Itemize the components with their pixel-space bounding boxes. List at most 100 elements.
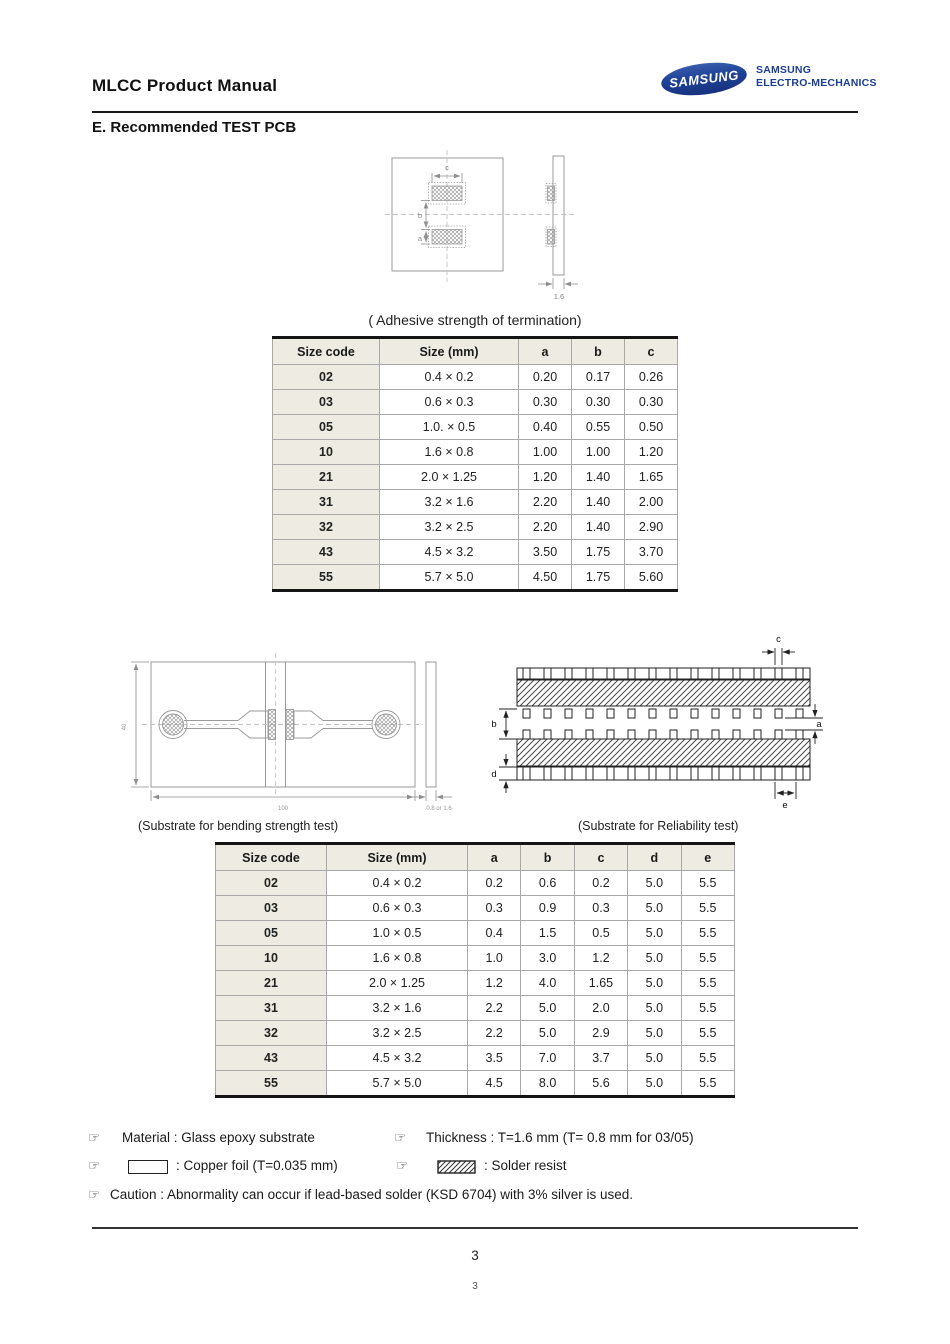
table-row: 21 2.0 × 1.25 1.2 4.0 1.65 5.0 5.5	[215, 970, 736, 996]
adhesion-test-pcb-diagram: c b a 1.6	[385, 150, 578, 301]
value-cell: 5.5	[680, 920, 736, 946]
dimension-lines	[499, 648, 823, 799]
size-code-cell: 10	[215, 945, 327, 971]
value-cell: 1.00	[571, 439, 625, 465]
column-header: d	[627, 843, 682, 871]
value-cell: 0.6 × 0.3	[326, 895, 468, 921]
value-cell: 2.9	[573, 1020, 629, 1046]
page-number: 3	[471, 1248, 479, 1263]
value-cell: 5.5	[680, 895, 736, 921]
table-row: 03 0.6 × 0.3 0.30 0.30 0.30	[272, 389, 678, 415]
pointer-icon: ☞	[394, 1130, 407, 1145]
table-row: 43 4.5 × 3.2 3.5 7.0 3.7 5.0 5.5	[215, 1045, 736, 1071]
note-material: Material : Glass epoxy substrate	[122, 1130, 315, 1145]
value-cell: 5.0	[627, 1020, 682, 1046]
section-title: E. Recommended TEST PCB	[92, 119, 297, 136]
copper-foil-swatch	[128, 1160, 168, 1174]
value-cell: 0.30	[518, 389, 572, 415]
value-cell: 1.65	[624, 464, 678, 490]
table-row: 10 1.6 × 0.8 1.0 3.0 1.2 5.0 5.5	[215, 945, 736, 971]
size-code-cell: 03	[215, 895, 327, 921]
column-header: c	[573, 843, 629, 871]
column-header: b	[571, 337, 625, 365]
substrate-dimensions-table: Size code Size (mm) a b c d e 02 0.4 × 0.2 0.2 0.…	[215, 842, 736, 1098]
dim-d-label: d	[491, 769, 496, 780]
pad-row-lower-inner	[522, 729, 804, 740]
value-cell: 3.2 × 2.5	[379, 514, 519, 540]
samsung-logo: SAMSUNG	[661, 62, 747, 96]
value-cell: 1.40	[571, 464, 625, 490]
value-cell: 0.30	[571, 389, 625, 415]
value-cell: 5.5	[680, 870, 736, 896]
value-cell: 3.7	[573, 1045, 629, 1071]
size-code-cell: 10	[272, 439, 380, 465]
solder-resist-band	[516, 738, 811, 767]
page-number-small: 3	[472, 1281, 478, 1292]
value-cell: 3.2 × 1.6	[326, 995, 468, 1021]
value-cell: 1.0 × 0.5	[326, 920, 468, 946]
bending-substrate-diagram: 40 100 0.8 or 1.6	[122, 653, 452, 812]
table-row: 43 4.5 × 3.2 3.50 1.75 3.70	[272, 539, 678, 565]
column-header: Size (mm)	[379, 337, 519, 365]
dim-b-label: b	[418, 211, 422, 220]
pointer-icon: ☞	[88, 1158, 101, 1173]
value-cell: 0.26	[624, 364, 678, 390]
pointer-icon: ☞	[396, 1158, 409, 1173]
value-cell: 2.2	[466, 995, 522, 1021]
value-cell: 5.0	[627, 1045, 682, 1071]
size-code-cell: 32	[272, 514, 380, 540]
size-code-cell: 21	[215, 970, 327, 996]
dim-b-label: b	[491, 719, 496, 730]
size-code-cell: 31	[215, 995, 327, 1021]
value-cell: 0.20	[518, 364, 572, 390]
brand-line2: ELECTRO-MECHANICS	[756, 77, 877, 89]
value-cell: 0.4	[466, 920, 522, 946]
table1-caption: ( Adhesive strength of termination)	[368, 312, 582, 328]
value-cell: 5.6	[573, 1070, 629, 1097]
value-cell: 0.4 × 0.2	[379, 364, 519, 390]
samsung-ellipse	[661, 62, 747, 96]
value-cell: 0.50	[624, 414, 678, 440]
size-code-cell: 43	[272, 539, 380, 565]
page-title: MLCC Product Manual	[92, 76, 278, 95]
value-cell: 1.40	[571, 514, 625, 540]
value-cell: 0.4 × 0.2	[326, 870, 468, 896]
value-cell: 0.5	[573, 920, 629, 946]
value-cell: 5.0	[627, 995, 682, 1021]
dim-c-label: c	[445, 163, 449, 172]
table-row: 32 3.2 × 2.5 2.20 1.40 2.90	[272, 514, 678, 540]
table-row: 05 1.0. × 0.5 0.40 0.55 0.50	[272, 414, 678, 440]
column-header: b	[520, 843, 575, 871]
table-header-row: Size code Size (mm) a b c	[272, 337, 678, 365]
pad-row-top-edge	[522, 667, 804, 680]
value-cell: 1.40	[571, 489, 625, 515]
value-cell: 5.0	[627, 1070, 682, 1097]
value-cell: 2.90	[624, 514, 678, 540]
table-row: 02 0.4 × 0.2 0.20 0.17 0.26	[272, 364, 678, 390]
column-header: c	[624, 337, 678, 365]
value-cell: 5.0	[627, 920, 682, 946]
dimension-lines	[131, 661, 452, 801]
value-cell: 3.2 × 1.6	[379, 489, 519, 515]
value-cell: 2.0 × 1.25	[379, 464, 519, 490]
value-cell: 1.65	[573, 970, 629, 996]
size-code-cell: 55	[272, 564, 380, 591]
solder-resist-swatch	[437, 1160, 476, 1174]
size-code-cell: 05	[272, 414, 380, 440]
value-cell: 5.0	[627, 870, 682, 896]
value-cell: 3.2 × 2.5	[326, 1020, 468, 1046]
column-header: Size code	[272, 337, 380, 365]
column-header: Size (mm)	[326, 843, 468, 871]
value-cell: 0.6	[520, 870, 575, 896]
value-cell: 1.0. × 0.5	[379, 414, 519, 440]
size-code-cell: 55	[215, 1070, 327, 1097]
value-cell: 5.5	[680, 995, 736, 1021]
value-cell: 5.0	[627, 945, 682, 971]
pad-row-bottom-edge	[522, 766, 804, 781]
value-cell: 3.50	[518, 539, 572, 565]
value-cell: 4.5 × 3.2	[379, 539, 519, 565]
value-cell: 0.3	[573, 895, 629, 921]
column-header: a	[466, 843, 522, 871]
value-cell: 5.0	[627, 970, 682, 996]
centerlines	[385, 150, 575, 282]
